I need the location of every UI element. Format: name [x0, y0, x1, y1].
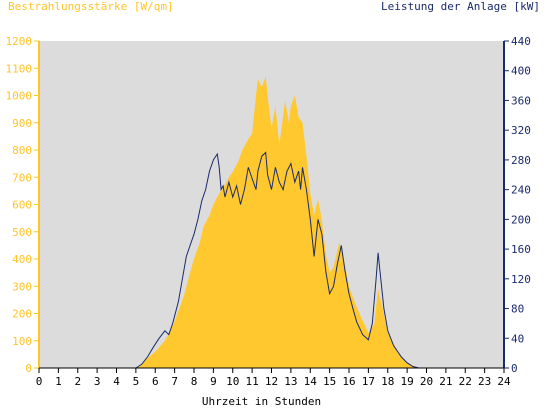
- x-tick-label: 22: [459, 375, 472, 388]
- left-tick-label: 800: [12, 144, 32, 157]
- left-tick-label: 1100: [6, 62, 33, 75]
- x-tick-label: 1: [55, 375, 62, 388]
- x-tick-label: 9: [210, 375, 217, 388]
- x-tick-label: 18: [381, 375, 394, 388]
- left-tick-label: 900: [12, 117, 32, 130]
- right-tick-label: 40: [511, 332, 524, 345]
- left-tick-label: 500: [12, 226, 32, 239]
- left-axis: 0 100 200 300 400 500 600 700 800 900 1000 1100 1200: [6, 35, 40, 375]
- x-tick-label: 3: [94, 375, 101, 388]
- x-tick-label: 4: [113, 375, 120, 388]
- right-tick-label: 360: [511, 94, 531, 107]
- x-tick-label: 8: [191, 375, 198, 388]
- right-tick-label: 160: [511, 243, 531, 256]
- right-tick-label: 400: [511, 65, 531, 78]
- right-tick-label: 440: [511, 35, 531, 48]
- x-tick-label: 0: [36, 375, 43, 388]
- x-tick-label: 6: [152, 375, 159, 388]
- right-axis-title: Leistung der Anlage [kW]: [381, 0, 540, 13]
- irradiance-area: [39, 76, 504, 369]
- x-tick-label: 23: [478, 375, 491, 388]
- right-tick-label: 320: [511, 124, 531, 137]
- x-tick-label: 15: [323, 375, 336, 388]
- x-tick-label: 13: [284, 375, 297, 388]
- left-tick-label: 300: [12, 280, 32, 293]
- left-axis-title: Bestrahlungsstärke [W/qm]: [8, 0, 174, 13]
- right-tick-label: 240: [511, 184, 531, 197]
- right-tick-label: 280: [511, 154, 531, 167]
- x-axis: 0 1 2 3 4 5 6 7 8 9 10 11 12 13 14 15 16 17 18 19 20 21 22 23 24: [36, 367, 511, 388]
- power-line: [39, 151, 504, 369]
- x-tick-label: 20: [420, 375, 433, 388]
- right-axis: 0 40 80 120 160 200 240 280 320 360 400 440: [503, 35, 531, 375]
- x-tick-label: 21: [439, 375, 452, 388]
- left-tick-label: 700: [12, 171, 32, 184]
- left-tick-label: 100: [12, 335, 32, 348]
- x-axis-label: Uhrzeit in Stunden: [202, 395, 321, 408]
- right-tick-label: 200: [511, 213, 531, 226]
- x-tick-label: 5: [133, 375, 140, 388]
- right-tick-label: 0: [511, 362, 518, 375]
- x-tick-label: 7: [171, 375, 178, 388]
- x-tick-label: 2: [74, 375, 81, 388]
- x-tick-label: 16: [342, 375, 355, 388]
- left-tick-label: 1000: [6, 90, 33, 103]
- x-tick-label: 10: [226, 375, 239, 388]
- right-tick-label: 120: [511, 273, 531, 286]
- right-tick-label: 80: [511, 303, 524, 316]
- left-tick-label: 1200: [6, 35, 33, 48]
- x-tick-label: 17: [362, 375, 375, 388]
- left-tick-label: 400: [12, 253, 32, 266]
- x-tick-label: 19: [401, 375, 414, 388]
- x-tick-label: 24: [497, 375, 511, 388]
- x-tick-label: 11: [246, 375, 259, 388]
- x-tick-label: 12: [265, 375, 278, 388]
- left-tick-label: 200: [12, 308, 32, 321]
- left-tick-label: 600: [12, 199, 32, 212]
- x-tick-label: 14: [304, 375, 318, 388]
- left-tick-label: 0: [25, 362, 32, 375]
